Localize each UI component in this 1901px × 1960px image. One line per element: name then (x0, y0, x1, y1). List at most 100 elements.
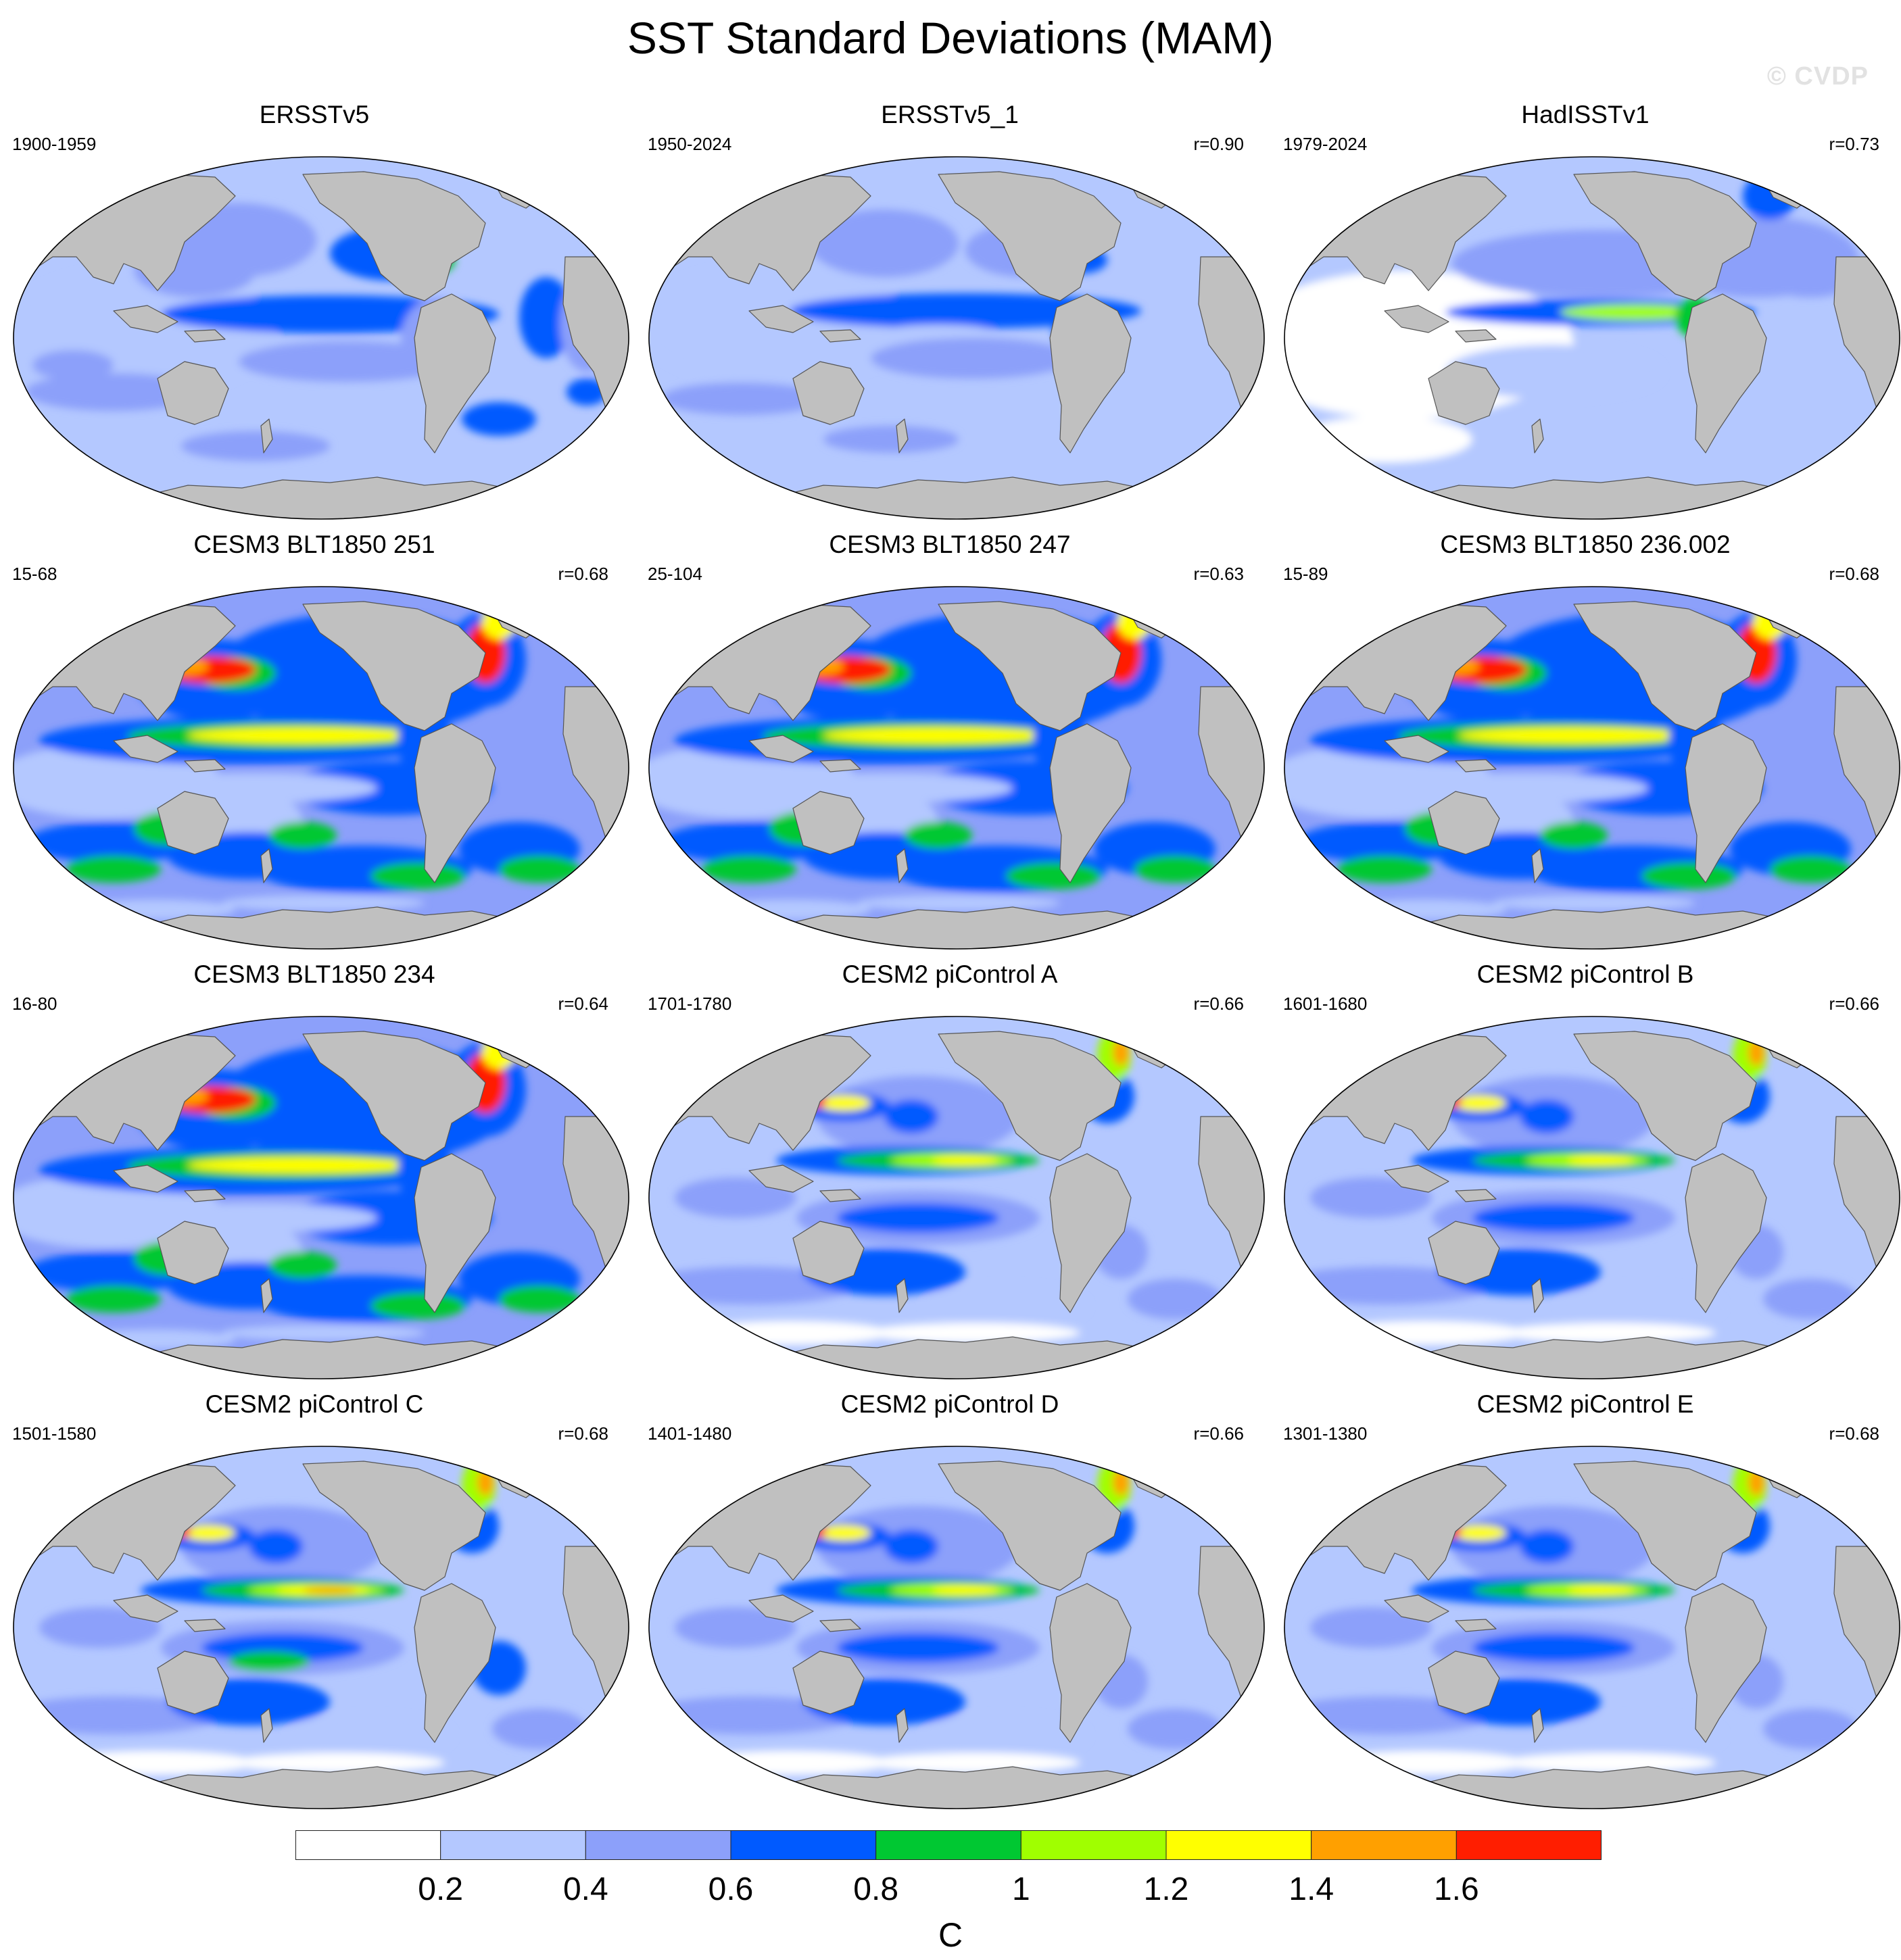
land-southAm (414, 293, 496, 454)
sst-contour-region (1324, 1750, 1526, 1775)
colorbar-tick-label: 0.8 (853, 1871, 899, 1907)
sst-anomaly-field (14, 1459, 587, 1775)
land-seAsia (748, 1165, 814, 1193)
land-newGuinea (1455, 329, 1497, 343)
sst-contour-region (688, 1750, 891, 1775)
land-australia (1428, 1221, 1500, 1285)
panel-title: HadISSTv1 (1521, 101, 1650, 128)
sst-contour-region (1459, 727, 1689, 743)
sst-contour-region (462, 402, 536, 436)
colorbar-bin (1165, 1830, 1312, 1860)
panel-period: 1900-1959 (12, 134, 97, 154)
land-northAm (1573, 1031, 1757, 1161)
sst-contour-region (884, 1100, 938, 1133)
map-panel: CESM3 BLT1850 236.002 15-89 r=0.68 (1271, 530, 1900, 956)
panel-title: CESM3 BLT1850 251 (193, 531, 435, 558)
sst-contour-region (884, 1529, 938, 1563)
land-southAm (1049, 293, 1132, 454)
land-northAm (1573, 171, 1757, 301)
sst-contour-region (499, 856, 580, 883)
panel-pattern-correlation: r=0.90 (1193, 134, 1244, 154)
sst-contour-region (134, 773, 377, 803)
sst-contour-region (864, 1323, 1080, 1343)
sst-contour-region (1452, 1525, 1506, 1541)
robinson-map (648, 1016, 1265, 1379)
colorbar-bin (730, 1830, 877, 1860)
land-australia (1428, 1650, 1500, 1715)
land-northAm (938, 171, 1122, 301)
land-southAm (1685, 1153, 1767, 1313)
land-newGuinea (819, 759, 861, 773)
colorbar-frame (295, 1830, 1602, 1860)
sst-contour-region (925, 1285, 1087, 1326)
colorbar-tick-label: 1 (1011, 1871, 1030, 1907)
land-southAm (1049, 1153, 1132, 1313)
map-border (13, 586, 629, 950)
sst-contour-region (1567, 1156, 1635, 1165)
colorbar-bin (1020, 1830, 1167, 1860)
sst-contour-region (1753, 606, 1787, 639)
land-australia (792, 1650, 865, 1715)
sst-contour-region (482, 1035, 516, 1069)
sst-contour-region (1520, 1100, 1574, 1133)
sst-contour-region (134, 1203, 377, 1233)
sst-contour-region (817, 1095, 871, 1111)
robinson-map (648, 156, 1265, 520)
sst-contour-region (188, 1157, 418, 1173)
sst-contour-region (1297, 416, 1472, 463)
colorbar-bin (295, 1830, 441, 1860)
sst-contour-region (823, 426, 959, 453)
land-seAsia (113, 305, 178, 333)
colorbar-bin (440, 1830, 586, 1860)
sst-contour-region (26, 373, 201, 411)
sst-contour-region (66, 1285, 161, 1313)
sst-contour-region (499, 1285, 580, 1313)
sst-contour-region (1337, 856, 1432, 883)
map-panel: ERSSTv5 1900-1959 (0, 100, 629, 526)
land-northAm (302, 601, 486, 731)
panel-title: CESM2 piControl E (1476, 1390, 1694, 1418)
panel-period: 1979-2024 (1283, 134, 1368, 154)
panel-period: 1950-2024 (648, 134, 732, 154)
panel-pattern-correlation: r=0.68 (558, 564, 608, 584)
panel-pattern-correlation: r=0.66 (1193, 1423, 1244, 1444)
sst-contour-region (1128, 1709, 1222, 1749)
panel-period: 25-104 (648, 564, 702, 584)
panel-pattern-correlation: r=0.68 (558, 1423, 608, 1444)
land-seAsia (1384, 305, 1449, 333)
sst-contour-region (1499, 1323, 1716, 1343)
land-southAm (1685, 293, 1767, 454)
panel-title: CESM3 BLT1850 247 (829, 531, 1071, 558)
sst-contour-region (567, 378, 607, 406)
land-australia (1428, 791, 1500, 855)
panel-title: CESM3 BLT1850 236.002 (1440, 531, 1731, 558)
sst-contour-region (790, 293, 1141, 328)
panel-period: 1501-1580 (12, 1423, 97, 1444)
land-australia (157, 1221, 229, 1285)
map-panel: CESM2 piControl E 1301-1380 r=0.68 (1271, 1390, 1900, 1815)
land-southAm (414, 723, 496, 883)
sst-contour-region (181, 431, 330, 461)
panel-period: 1601-1680 (1283, 994, 1368, 1014)
robinson-map (648, 1446, 1265, 1809)
land-newGuinea (1455, 1189, 1497, 1202)
sst-contour-region (228, 1651, 310, 1671)
sst-contour-region (1493, 895, 1695, 911)
sst-contour-region (1117, 606, 1151, 639)
land-seAsia (748, 735, 814, 763)
sst-contour-region (249, 1529, 303, 1563)
map-panel: CESM3 BLT1850 251 15-68 r=0.68 (0, 530, 629, 956)
sst-contour-region (370, 1292, 465, 1319)
land-australia (157, 1650, 229, 1715)
sst-contour-region (1310, 1607, 1432, 1648)
map-panel: CESM3 BLT1850 234 16-80 r=0.64 (0, 960, 629, 1386)
land-newGuinea (1455, 1619, 1497, 1632)
sst-contour-region (769, 773, 1013, 803)
land-southAm (1049, 1583, 1132, 1743)
robinson-map (1284, 1016, 1900, 1379)
land-nz (896, 848, 909, 883)
panel-pattern-correlation: r=0.66 (1829, 994, 1879, 1014)
panel-period: 16-80 (12, 994, 57, 1014)
panel-pattern-correlation: r=0.68 (1829, 564, 1879, 584)
sst-contour-region (289, 1715, 452, 1756)
